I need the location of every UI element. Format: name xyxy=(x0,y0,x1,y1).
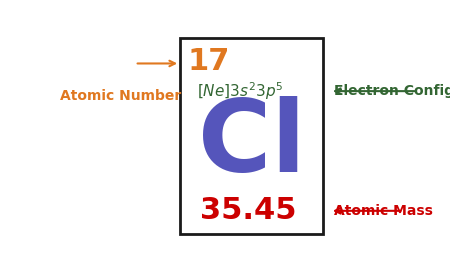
Text: Atomic Mass: Atomic Mass xyxy=(333,204,432,218)
Text: 17: 17 xyxy=(187,47,230,76)
Text: Atomic Number: Atomic Number xyxy=(60,89,181,103)
Text: $[Ne]3s^23p^5$: $[Ne]3s^23p^5$ xyxy=(197,80,283,102)
Text: Cl: Cl xyxy=(198,96,306,193)
Text: 35.45: 35.45 xyxy=(200,196,297,225)
Text: Electron Configuration: Electron Configuration xyxy=(333,84,450,98)
Bar xyxy=(180,38,323,234)
